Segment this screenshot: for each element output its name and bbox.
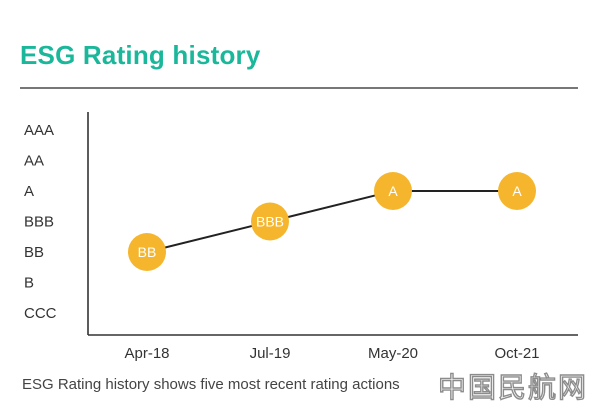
y-tick-label: BB bbox=[24, 244, 44, 261]
chart-title: ESG Rating history bbox=[20, 40, 261, 70]
x-tick-label: May-20 bbox=[368, 345, 418, 362]
x-tick-label: Apr-18 bbox=[124, 345, 169, 362]
rating-point-marker bbox=[128, 233, 166, 271]
y-tick-label: CCC bbox=[24, 305, 57, 322]
chart-axes bbox=[87, 112, 578, 336]
x-tick-label: Oct-21 bbox=[494, 345, 539, 362]
watermark-logo: 中国民航网 bbox=[437, 370, 588, 404]
rating-point-label: A bbox=[512, 183, 522, 199]
rating-point-marker bbox=[374, 172, 412, 210]
rating-series-line-group bbox=[146, 190, 517, 253]
x-axis-tick-labels: Apr-18 Jul-19 May-20 Oct-21 bbox=[124, 345, 539, 362]
rating-point-label: BB bbox=[138, 244, 157, 260]
y-tick-label: B bbox=[24, 275, 34, 292]
rating-point-label: BBB bbox=[256, 214, 284, 230]
x-tick-label: Jul-19 bbox=[250, 345, 291, 362]
chart-caption: ESG Rating history shows five most recen… bbox=[22, 376, 400, 393]
y-tick-label: AA bbox=[24, 153, 44, 170]
title-divider bbox=[20, 87, 578, 89]
y-tick-label: BBB bbox=[24, 214, 54, 231]
rating-series-line bbox=[146, 190, 517, 253]
y-tick-label: A bbox=[24, 183, 34, 200]
rating-point-marker bbox=[498, 172, 536, 210]
y-tick-label: AAA bbox=[24, 122, 54, 139]
rating-point-marker bbox=[251, 202, 289, 241]
rating-point-label: A bbox=[388, 183, 398, 199]
